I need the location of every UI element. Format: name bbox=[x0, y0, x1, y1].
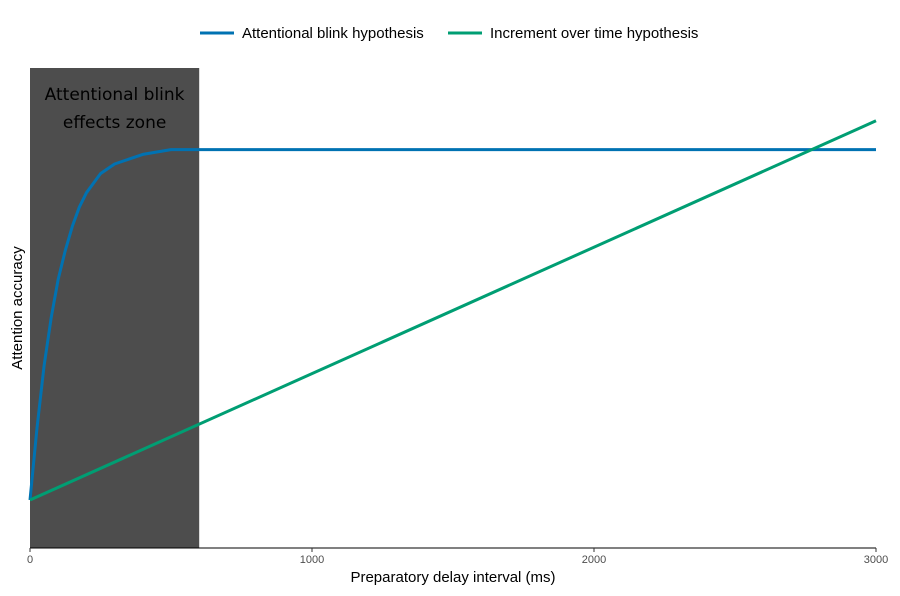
x-axis-title: Preparatory delay interval (ms) bbox=[350, 569, 555, 586]
legend: Attentional blink hypothesis Increment o… bbox=[200, 25, 698, 42]
series-layer bbox=[28, 119, 877, 502]
x-ticks: 0 1000 2000 3000 bbox=[27, 548, 888, 566]
x-tick-label: 2000 bbox=[582, 554, 606, 566]
plot-area: Attentional blink effects zone bbox=[28, 68, 877, 548]
legend-label-attentional-blink: Attentional blink hypothesis bbox=[242, 25, 424, 42]
series-line-attentional-blink bbox=[28, 148, 876, 501]
zone-label-line-1: Attentional blink bbox=[45, 85, 185, 105]
x-axis: 0 1000 2000 3000 bbox=[27, 547, 888, 566]
series-line-increment-over-time bbox=[29, 119, 877, 502]
attentional-blink-zone bbox=[30, 68, 200, 548]
x-tick-label: 0 bbox=[27, 554, 33, 566]
y-axis-title: Attention accuracy bbox=[9, 246, 26, 370]
legend-label-increment: Increment over time hypothesis bbox=[490, 25, 698, 42]
zone-label-line-2: effects zone bbox=[63, 113, 166, 133]
x-tick-label: 1000 bbox=[300, 554, 324, 566]
x-tick-label: 3000 bbox=[864, 554, 888, 566]
